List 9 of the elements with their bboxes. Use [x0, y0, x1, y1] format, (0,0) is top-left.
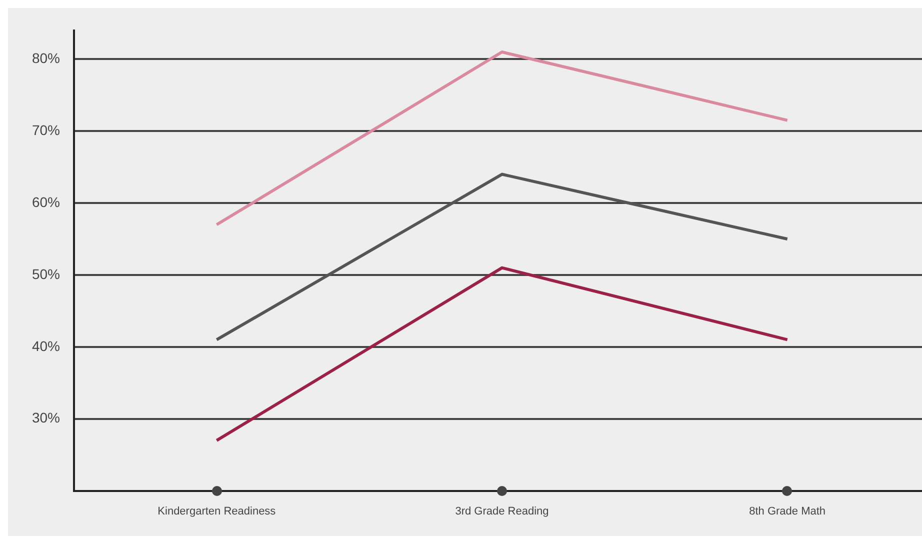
x-tick-label: 8th Grade Math	[749, 505, 826, 518]
y-tick-label: 80%	[32, 50, 60, 66]
y-tick-label: 50%	[32, 266, 60, 282]
x-tick-label: Kindergarten Readiness	[158, 505, 276, 518]
y-tick-label: 30%	[32, 410, 60, 426]
y-tick-label: 60%	[32, 194, 60, 210]
y-tick-label: 40%	[32, 338, 60, 354]
y-tick-label: 70%	[32, 122, 60, 138]
x-tick-label: 3rd Grade Reading	[455, 505, 549, 518]
